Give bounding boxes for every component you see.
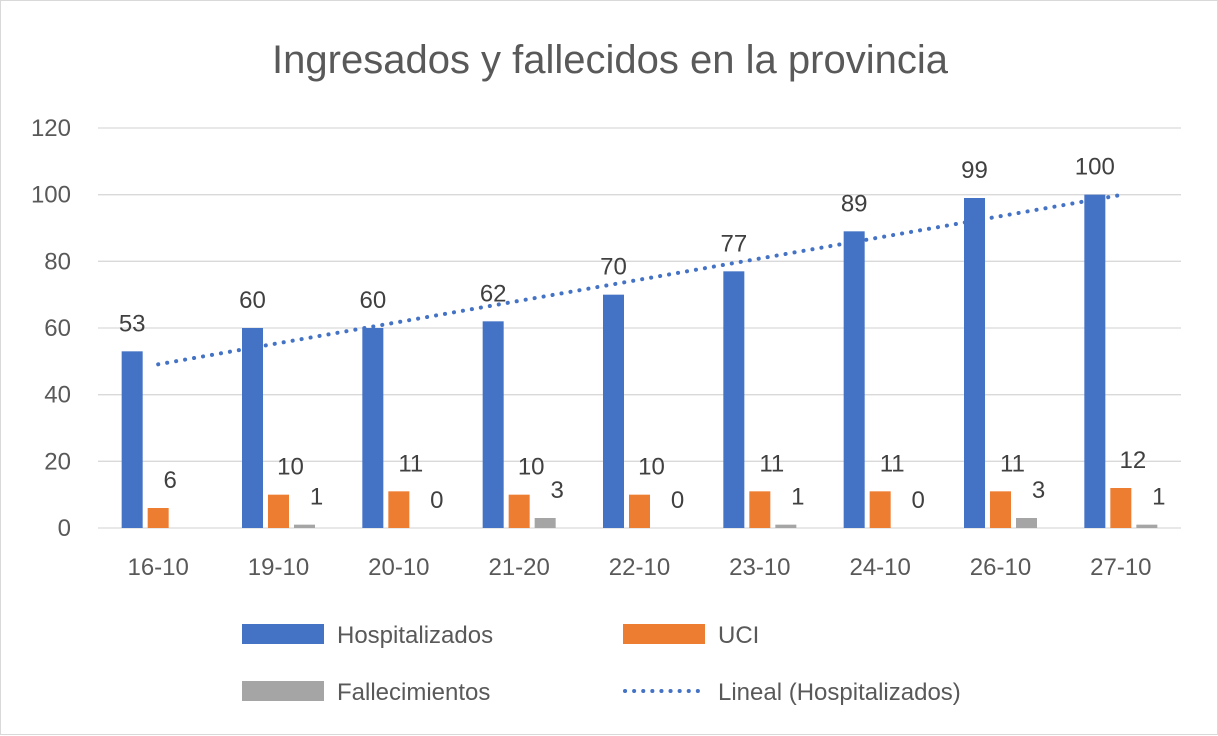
- bar-hospitalizados: [362, 328, 384, 528]
- data-label: 10: [518, 454, 545, 481]
- trendline-line: [156, 193, 1123, 367]
- y-tick-label: 60: [44, 315, 71, 342]
- bar-fallecimientos: [1136, 524, 1158, 528]
- y-tick-label: 0: [58, 515, 71, 542]
- data-label: 100: [1075, 154, 1115, 181]
- bar-uci: [1110, 488, 1132, 528]
- legend-uci-label: UCI: [718, 622, 759, 649]
- bar-uci: [629, 494, 650, 528]
- data-label: 10: [277, 454, 304, 481]
- bars: [121, 194, 1158, 529]
- x-tick-label: 26-10: [970, 554, 1031, 581]
- bar-hospitalizados: [482, 321, 504, 528]
- data-label: 10: [638, 454, 665, 481]
- x-tick-label: 23-10: [729, 554, 790, 581]
- legend-fallecimientos-label: Fallecimientos: [337, 679, 490, 706]
- chart-title: Ingresados y fallecidos en la provincia: [272, 38, 949, 82]
- bar-uci: [749, 491, 771, 528]
- legend-fallecimientos-swatch: [242, 681, 324, 701]
- bar-hospitalizados: [242, 328, 263, 528]
- data-label: 89: [841, 190, 868, 217]
- y-tick-label: 80: [44, 248, 71, 275]
- data-label: 77: [720, 230, 747, 257]
- bar-hospitalizados: [964, 198, 985, 528]
- bar-hospitalizados: [723, 271, 745, 528]
- bar-fallecimientos: [775, 524, 797, 528]
- legend-hospitalizados-swatch: [242, 624, 324, 644]
- x-tick-label: 20-10: [368, 554, 429, 581]
- data-label: 1: [310, 484, 323, 511]
- data-label: 12: [1119, 447, 1146, 474]
- bar-uci: [388, 491, 410, 528]
- bar-hospitalizados: [1084, 194, 1106, 528]
- x-tick-label: 19-10: [248, 554, 309, 581]
- trendline: [156, 193, 1123, 367]
- data-label: 60: [359, 287, 386, 314]
- data-label: 11: [880, 450, 905, 477]
- x-tick-label: 16-10: [127, 554, 188, 581]
- data-label: 3: [550, 477, 563, 504]
- legend-hospitalizados-label: Hospitalizados: [337, 622, 493, 649]
- y-axis: 0 20 40 60 80 100 120: [31, 115, 71, 542]
- bar-uci: [990, 491, 1011, 528]
- y-tick-label: 100: [31, 182, 71, 209]
- x-tick-label: 21-20: [488, 554, 549, 581]
- data-label: 70: [600, 254, 627, 281]
- bar-uci: [147, 508, 169, 528]
- x-axis: 16-10 19-10 20-10 21-20 22-10 23-10 24-10 26-10…: [127, 554, 1151, 581]
- data-label: 0: [671, 487, 684, 514]
- legend-uci-swatch: [623, 624, 705, 644]
- y-tick-label: 40: [44, 382, 71, 409]
- bar-fallecimientos: [294, 524, 315, 528]
- data-label: 60: [239, 287, 266, 314]
- data-label: 3: [1032, 477, 1045, 504]
- bar-fallecimientos: [534, 518, 556, 528]
- data-label: 1: [791, 484, 804, 511]
- data-label: 11: [1000, 450, 1025, 477]
- bar-uci: [508, 494, 530, 528]
- gridlines: [98, 127, 1181, 529]
- legend-lineal-label: Lineal (Hospitalizados): [718, 679, 961, 706]
- bar-fallecimientos: [1016, 518, 1037, 528]
- x-tick-label: 22-10: [609, 554, 670, 581]
- x-tick-label: 24-10: [849, 554, 910, 581]
- legend: Hospitalizados UCI Fallecimientos Lineal (H…: [242, 622, 961, 706]
- y-tick-label: 120: [31, 115, 71, 142]
- data-label: 0: [430, 487, 443, 514]
- bar-uci: [869, 491, 891, 528]
- x-tick-label: 27-10: [1090, 554, 1151, 581]
- data-label: 0: [911, 487, 924, 514]
- bar-uci: [268, 494, 289, 528]
- data-label: 62: [480, 280, 507, 307]
- data-label: 53: [119, 310, 146, 337]
- data-label: 1: [1152, 484, 1165, 511]
- data-label: 11: [759, 450, 784, 477]
- data-label: 99: [961, 157, 988, 184]
- bar-hospitalizados: [121, 351, 143, 528]
- y-tick-label: 20: [44, 448, 71, 475]
- data-label: 11: [398, 450, 423, 477]
- bar-hospitalizados: [603, 294, 624, 528]
- bar-hospitalizados: [843, 231, 865, 529]
- data-label: 6: [163, 467, 176, 494]
